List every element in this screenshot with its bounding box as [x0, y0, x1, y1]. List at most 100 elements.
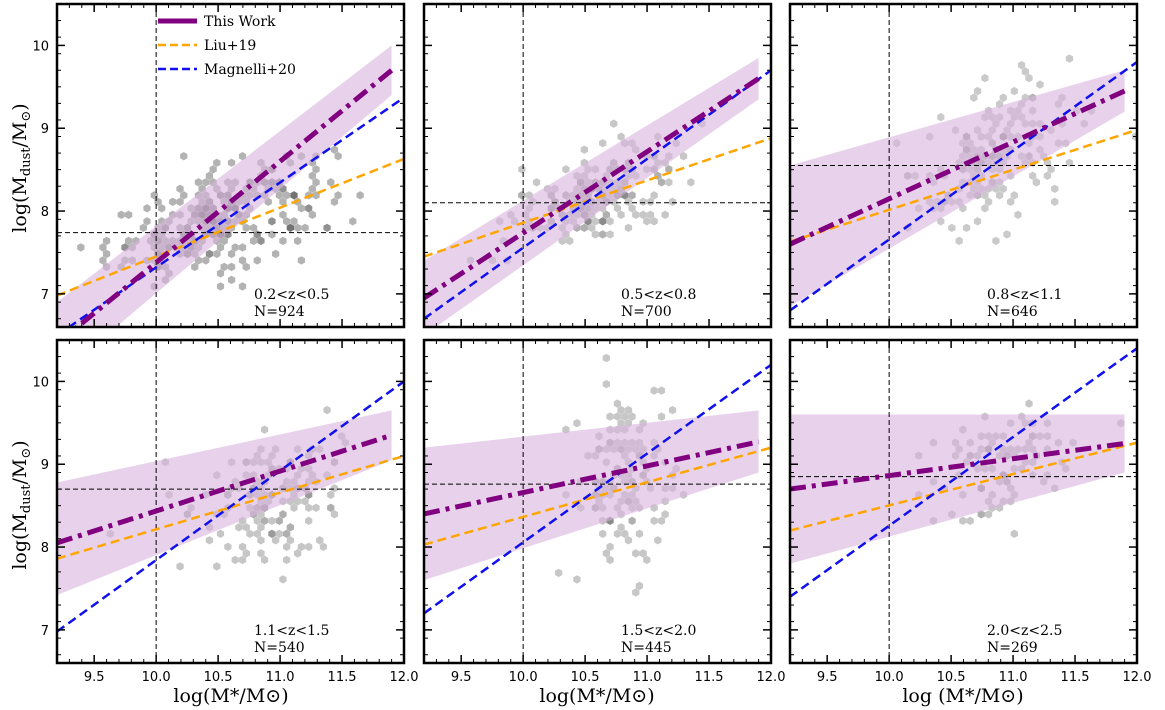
- density-hexbin: [125, 236, 133, 246]
- density-hexbin: [518, 191, 526, 200]
- density-hexbin: [606, 217, 614, 226]
- density-hexbin: [213, 562, 221, 571]
- density-hexbin: [77, 243, 85, 252]
- density-hexbin: [613, 529, 621, 538]
- density-hexbin: [573, 419, 581, 428]
- density-hexbin: [180, 152, 188, 161]
- y-tick-label: 7: [41, 288, 49, 303]
- density-hexbin: [249, 223, 258, 232]
- density-hexbin: [275, 516, 283, 525]
- density-hexbin: [1010, 86, 1018, 96]
- x-tick-label: 11.0: [999, 670, 1028, 685]
- sample-size-label: N=646: [987, 304, 1038, 320]
- density-hexbin: [323, 405, 331, 415]
- density-hexbin: [205, 536, 214, 545]
- density-hexbin: [999, 184, 1007, 193]
- density-hexbin: [305, 516, 313, 525]
- density-hexbin: [606, 542, 614, 551]
- y-tick-label: 10: [32, 39, 49, 54]
- density-hexbin: [125, 210, 133, 219]
- y-tick-label: 7: [41, 624, 49, 639]
- density-hexbin: [639, 210, 647, 219]
- density-hexbin: [180, 191, 188, 200]
- x-axis-title-col2: log(M*/M⊙): [539, 685, 654, 707]
- density-hexbin: [283, 217, 291, 226]
- density-hexbin: [227, 262, 236, 272]
- x-tick-label: 10.5: [937, 670, 966, 685]
- density-hexbin: [984, 197, 993, 206]
- density-hexbin: [606, 412, 614, 421]
- density-hexbin: [1065, 158, 1074, 167]
- density-hexbin: [330, 197, 339, 206]
- x-tick-label: 11.5: [695, 670, 724, 685]
- density-hexbin: [308, 210, 316, 219]
- density-hexbin: [279, 510, 287, 519]
- density-hexbin: [650, 386, 658, 395]
- density-hexbin: [617, 523, 625, 532]
- density-hexbin: [268, 529, 276, 538]
- density-hexbin: [99, 256, 107, 265]
- density-hexbin: [1047, 165, 1055, 174]
- density-hexbin: [628, 204, 636, 213]
- x-tick-label: 10.5: [571, 670, 600, 685]
- density-hexbin: [1043, 158, 1051, 167]
- this-work-confidence-band: [57, 45, 392, 327]
- density-hexbin: [1010, 191, 1018, 200]
- density-hexbin: [294, 223, 302, 232]
- density-hexbin: [279, 575, 287, 584]
- density-hexbin: [657, 386, 666, 395]
- density-hexbin: [143, 204, 151, 213]
- density-hexbin: [297, 542, 305, 551]
- density-hexbin: [257, 536, 265, 545]
- density-hexbin: [518, 165, 526, 174]
- density-hexbin: [209, 165, 217, 174]
- legend-label-magnelli: Magnelli+20: [204, 62, 296, 78]
- density-hexbin: [981, 73, 989, 83]
- redshift-range-label: 1.1<z<1.5: [254, 623, 329, 639]
- this-work-confidence-band: [424, 57, 759, 327]
- density-hexbin: [580, 223, 588, 232]
- density-hexbin: [966, 516, 974, 525]
- density-hexbin: [202, 178, 210, 187]
- liu19-fit-line: [57, 454, 404, 560]
- density-hexbin: [231, 243, 239, 252]
- panel-plot-area: [57, 340, 404, 663]
- density-hexbin: [205, 171, 214, 180]
- density-hexbin: [555, 568, 563, 578]
- density-hexbin: [272, 536, 280, 545]
- density-hexbin: [158, 204, 166, 213]
- density-hexbin: [279, 197, 287, 206]
- density-hexbin: [632, 210, 640, 219]
- density-hexbin: [330, 145, 339, 154]
- density-hexbin: [580, 145, 588, 154]
- y-axis-title-bottom: log(Mdust/M⊙): [9, 440, 34, 569]
- density-hexbin: [606, 230, 614, 239]
- density-hexbin: [624, 223, 633, 232]
- this-work-fit-line: [424, 76, 760, 301]
- magnelli20-fit-line: [790, 60, 1137, 312]
- density-hexbin: [242, 223, 250, 232]
- density-hexbin: [279, 236, 287, 246]
- density-hexbin: [227, 249, 236, 259]
- density-hexbin: [1051, 184, 1059, 193]
- density-hexbin: [176, 197, 184, 206]
- density-hexbin: [238, 152, 247, 161]
- density-hexbin: [1014, 210, 1022, 219]
- sample-size-label: N=269: [987, 640, 1038, 656]
- density-hexbin: [253, 529, 261, 538]
- density-hexbin: [687, 178, 695, 187]
- density-hexbin: [1065, 54, 1074, 63]
- density-hexbin: [334, 152, 342, 161]
- density-hexbin: [308, 171, 316, 180]
- x-tick-label: 10.0: [142, 670, 171, 685]
- density-hexbin: [176, 184, 184, 193]
- density-hexbin: [999, 93, 1007, 102]
- density-hexbin: [591, 230, 599, 239]
- density-hexbin: [205, 249, 214, 259]
- this-work-confidence-band: [57, 410, 392, 596]
- density-hexbin: [962, 223, 971, 232]
- density-hexbin: [1029, 171, 1037, 180]
- density-hexbin: [602, 549, 610, 558]
- panel-1: 7 8 9 10 0.2<z<0.5N=924: [32, 2, 406, 329]
